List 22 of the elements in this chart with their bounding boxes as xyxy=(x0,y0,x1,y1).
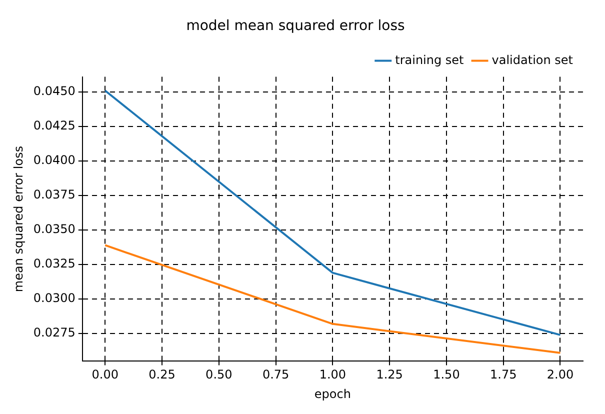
y-tick-label: 0.0300 xyxy=(33,291,76,306)
x-tick-label: 0.25 xyxy=(148,368,176,382)
x-tick-label: 1.25 xyxy=(376,368,403,382)
y-tick-label: 0.0275 xyxy=(33,326,76,340)
chart-title: model mean squared error loss xyxy=(186,18,405,34)
legend-label: validation set xyxy=(492,52,574,67)
y-tick-label: 0.0450 xyxy=(33,84,76,98)
x-tick-label: 0.00 xyxy=(92,368,119,382)
y-tick-label: 0.0375 xyxy=(33,188,76,202)
y-axis-title: mean squared error loss xyxy=(11,146,26,292)
legend-label: training set xyxy=(395,52,464,67)
x-tick-label: 2.00 xyxy=(546,368,574,382)
y-tick-label: 0.0400 xyxy=(33,153,76,168)
y-tick-label: 0.0350 xyxy=(33,222,76,236)
x-axis-title: epoch xyxy=(314,386,351,401)
x-tick-label: 1.00 xyxy=(319,368,346,382)
x-tick-label: 0.50 xyxy=(206,368,232,382)
x-tick-label: 0.75 xyxy=(262,368,290,382)
y-tick-label: 0.0425 xyxy=(33,118,76,133)
y-tick-label: 0.0325 xyxy=(33,256,76,271)
x-tick-label: 1.50 xyxy=(433,368,460,382)
x-tick-label: 1.75 xyxy=(490,368,517,382)
